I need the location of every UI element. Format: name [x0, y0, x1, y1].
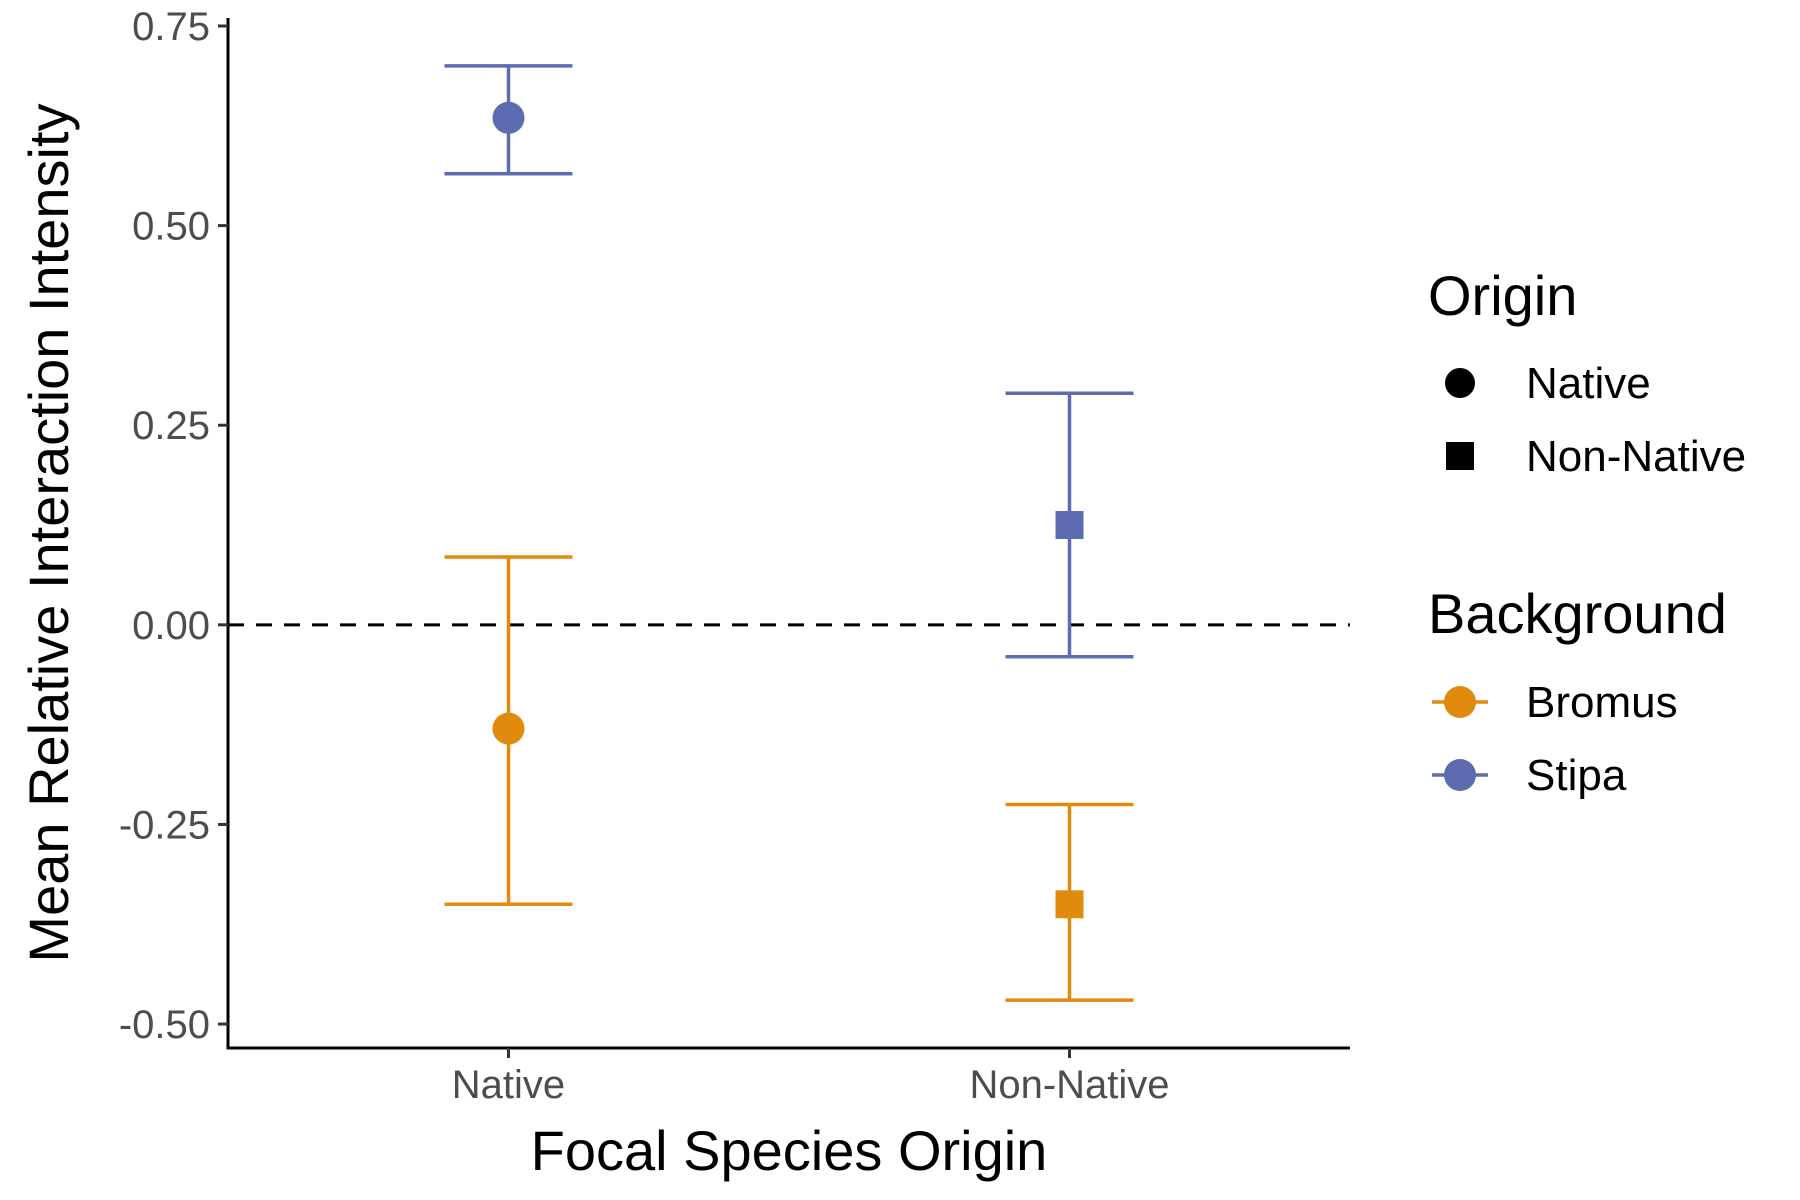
legend-key-circle: [1445, 368, 1475, 398]
legend-label: Bromus: [1526, 678, 1678, 727]
point-stipa-native: [492, 101, 525, 134]
point-layer: [492, 101, 1084, 919]
shape-legend-items: Native Non-Native: [1445, 359, 1746, 481]
color-legend-title: Background: [1428, 582, 1727, 645]
x-axis-title: Focal Species Origin: [531, 1119, 1048, 1182]
legend-label: Non-Native: [1526, 432, 1746, 481]
legend-key-circle: [1444, 759, 1476, 791]
legend: Origin Native Non-Native Background Bromu…: [1428, 264, 1746, 800]
color-legend-items: Bromus Stipa: [1432, 678, 1678, 800]
point-stipa-non-native: [1055, 511, 1084, 540]
shape-legend-title: Origin: [1428, 264, 1577, 327]
x-axis: Native Non-Native: [226, 1046, 1350, 1107]
y-tick-label: -0.50: [119, 1003, 210, 1047]
legend-key-circle: [1444, 686, 1476, 718]
legend-item-origin-non-native: Non-Native: [1446, 432, 1746, 481]
y-tick-label: 0.50: [132, 205, 210, 249]
y-tick-label: 0.25: [132, 404, 210, 448]
y-axis-title: Mean Relative Interaction Intensity: [17, 103, 80, 962]
y-tick-label: -0.25: [119, 803, 210, 847]
plot-area: [228, 64, 1350, 1002]
y-axis: -0.50 -0.25 0.00 0.25 0.50 0.75: [119, 5, 230, 1048]
x-ticks: Native Non-Native: [452, 1048, 1170, 1107]
error-bar-layer: [444, 64, 1134, 1002]
legend-label: Stipa: [1526, 751, 1627, 800]
legend-key-square: [1446, 442, 1474, 470]
legend-item-background-stipa: Stipa: [1432, 751, 1627, 800]
legend-item-background-bromus: Bromus: [1432, 678, 1678, 727]
point-bromus-non-native: [1055, 890, 1084, 919]
y-tick-label: 0.75: [132, 5, 210, 49]
y-ticks: -0.50 -0.25 0.00 0.25 0.50 0.75: [119, 5, 228, 1047]
point-bromus-native: [492, 712, 525, 745]
y-tick-label: 0.00: [132, 604, 210, 648]
x-tick-label: Native: [452, 1063, 565, 1107]
x-tick-label: Non-Native: [969, 1063, 1169, 1107]
legend-item-origin-native: Native: [1445, 359, 1651, 408]
legend-label: Native: [1526, 359, 1651, 408]
